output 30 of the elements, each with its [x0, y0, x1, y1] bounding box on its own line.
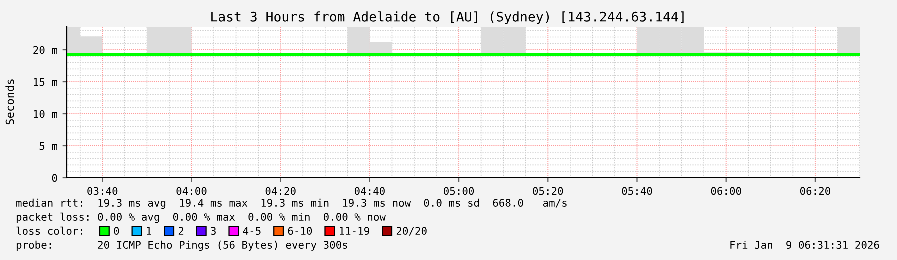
legend-label: 2 — [178, 227, 184, 235]
legend-label: 1 — [147, 227, 152, 235]
x-tick-label: 05:40 — [622, 187, 652, 196]
x-tick-label: 04:20 — [266, 187, 296, 196]
legend-label: 4-5 — [243, 227, 261, 236]
x-tick-label: 05:20 — [533, 187, 564, 196]
chart-title: Last 3 Hours from Adelaide to [AU] (Sydney) [143.244.63.144] — [212, 12, 684, 24]
legend-label: 11-19 — [340, 227, 370, 236]
x-tick-label: 05:00 — [444, 187, 474, 196]
x-tick-label: 04:00 — [176, 187, 207, 196]
text: probe: 20 ICMP Echo Pings (56 Bytes) every 300s — [16, 240, 348, 252]
y-tick-label: 10 m — [34, 110, 58, 118]
x-tick-label: 03:40 — [88, 187, 118, 196]
y-tick-label: 0 — [52, 174, 58, 182]
legend-label: 3 — [211, 227, 216, 236]
legend-label: 20/20 — [396, 227, 427, 236]
legend-title: loss color: — [16, 226, 82, 236]
y-tick-label: 5 m — [40, 142, 58, 150]
x-tick-label: 06:00 — [711, 187, 742, 196]
y-tick-label: 15 m — [34, 78, 58, 86]
text: packet loss: 0.00 % avg 0.00 % max 0.00 % min 0.00 % now — [16, 212, 386, 224]
x-tick-label: 06:20 — [800, 187, 830, 196]
bar — [838, 27, 860, 55]
text: median rtt: 19.3 ms avg 19.4 ms max 19.3 ms min 19.3 ms now 0.0 ms sd 668.0 am/s — [16, 198, 567, 210]
x-tick-label: 04:40 — [354, 187, 385, 196]
legend-label: 6-10 — [288, 227, 312, 236]
text: Fri Jan 9 06:31:31 2026 — [730, 240, 880, 250]
y-axis-title: Seconds — [6, 80, 14, 125]
legend-label: 0 — [114, 227, 120, 236]
y-tick-label: 20 m — [34, 46, 58, 54]
